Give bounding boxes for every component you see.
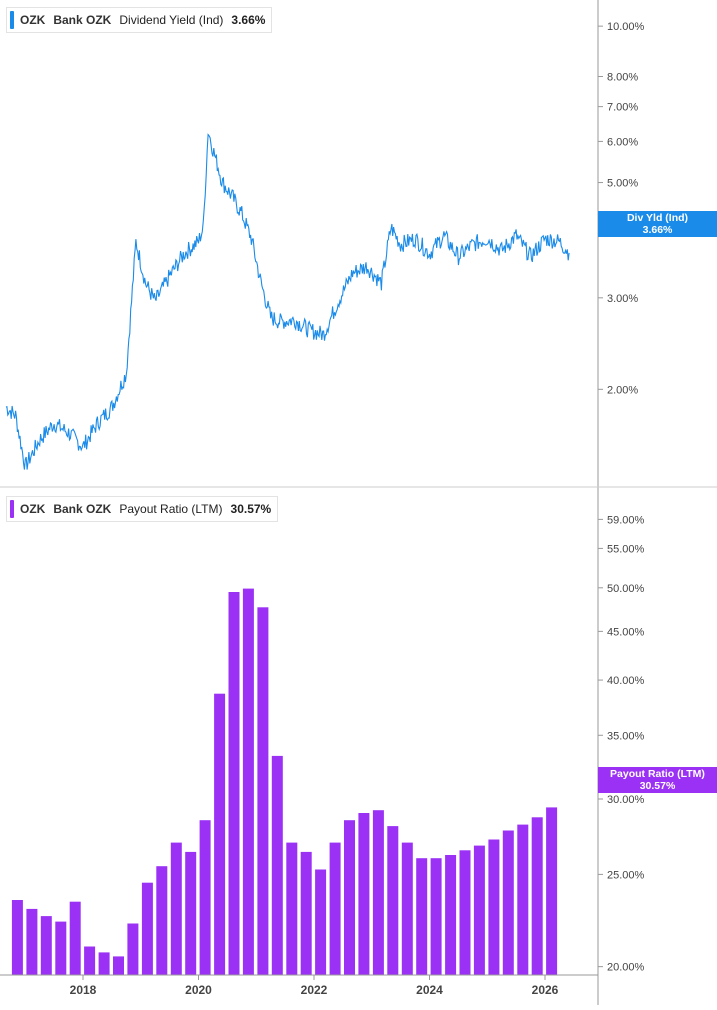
top-ytick-label: 3.00% — [607, 293, 638, 305]
payout-bar — [329, 842, 341, 975]
bottom-ytick-label: 35.00% — [607, 730, 645, 742]
top-legend-swatch — [10, 11, 14, 29]
top-ytick-label: 10.00% — [607, 21, 645, 33]
bottom-ytick-label: 50.00% — [607, 583, 645, 595]
top-y-axis: 10.00%8.00%7.00%6.00%5.00%4.00%3.00%2.00… — [598, 21, 645, 396]
payout-bar — [401, 842, 413, 975]
payout-bar — [315, 869, 327, 975]
payout-bar — [271, 755, 283, 975]
bottom-ytick-label: 25.00% — [607, 869, 645, 881]
top-end-label: Div Yld (Ind) 3.66% — [598, 211, 717, 237]
bottom-legend-metric: Payout Ratio (LTM) — [119, 502, 223, 516]
top-ytick-label: 8.00% — [607, 71, 638, 83]
payout-bar — [170, 842, 182, 975]
payout-bar — [84, 946, 96, 975]
top-end-label-line2: 3.66% — [642, 224, 673, 236]
payout-bar — [531, 817, 543, 975]
top-ytick-label: 7.00% — [607, 102, 638, 114]
xtick-label: 2020 — [185, 983, 212, 997]
top-line-layer — [5, 133, 570, 470]
payout-bar — [185, 851, 197, 975]
top-end-label-line1: Div Yld (Ind) — [626, 212, 689, 224]
payout-bar — [40, 916, 52, 975]
payout-bar — [488, 839, 500, 975]
bottom-legend-company: Bank OZK — [53, 502, 112, 516]
payout-bar — [358, 813, 370, 975]
payout-bar — [69, 901, 81, 975]
bottom-ytick-label: 45.00% — [607, 626, 645, 638]
payout-bar — [473, 845, 485, 975]
x-axis: 2018 2020 2022 2024 2026 — [0, 974, 598, 997]
payout-bar — [127, 923, 139, 975]
bottom-end-label: Payout Ratio (LTM) 30.57% — [598, 767, 717, 793]
top-legend-company: Bank OZK — [53, 13, 112, 27]
dividend-yield-line — [5, 133, 570, 470]
payout-bar — [372, 810, 384, 975]
payout-bar — [11, 900, 23, 975]
payout-bar — [26, 908, 38, 975]
payout-bar — [156, 866, 168, 975]
payout-bar — [416, 858, 428, 975]
bottom-legend-value: 30.57% — [230, 502, 272, 516]
xtick-label: 2026 — [532, 983, 559, 997]
top-ytick-label: 6.00% — [607, 136, 638, 148]
bottom-end-label-line2: 30.57% — [639, 780, 676, 792]
payout-bar — [228, 592, 240, 975]
payout-bar — [459, 850, 471, 975]
top-legend-metric: Dividend Yield (Ind) — [119, 13, 224, 27]
payout-bar — [445, 855, 457, 975]
top-ytick-label: 5.00% — [607, 178, 638, 190]
top-legend-value: 3.66% — [231, 13, 266, 27]
payout-bar — [55, 921, 67, 975]
bottom-y-axis: 59.00% 55.00% 50.00% 45.00% 40.00% 35.00% 30.0… — [598, 514, 645, 974]
payout-bar — [214, 693, 226, 975]
bars-layer — [11, 588, 558, 975]
bottom-ytick-label: 59.00% — [607, 514, 645, 526]
payout-bar — [300, 851, 312, 975]
xtick-label: 2022 — [301, 983, 328, 997]
top-legend[interactable]: OZK Bank OZK Dividend Yield (Ind) 3.66% — [6, 7, 273, 33]
bottom-ytick-label: 55.00% — [607, 543, 645, 555]
top-legend-ticker: OZK — [20, 13, 46, 27]
payout-bar — [199, 820, 211, 975]
bottom-ytick-label: 30.00% — [607, 794, 645, 806]
payout-bar — [141, 882, 153, 975]
payout-bar — [517, 824, 529, 975]
payout-bar — [502, 830, 514, 975]
payout-bar — [98, 952, 110, 975]
payout-bar — [257, 607, 269, 975]
payout-bar — [546, 807, 558, 975]
bottom-legend-ticker: OZK — [20, 502, 46, 516]
bottom-end-label-line1: Payout Ratio (LTM) — [610, 768, 705, 780]
payout-bar — [113, 956, 124, 975]
xtick-label: 2018 — [70, 983, 97, 997]
payout-bar — [344, 820, 355, 975]
xtick-label: 2024 — [416, 983, 443, 997]
bottom-legend[interactable]: OZK Bank OZK Payout Ratio (LTM) 30.57% — [6, 496, 279, 522]
payout-bar — [430, 858, 442, 975]
payout-bar — [286, 842, 298, 975]
payout-bar — [242, 588, 254, 975]
top-ytick-label: 2.00% — [607, 384, 638, 396]
bottom-ytick-label: 40.00% — [607, 675, 645, 687]
bottom-ytick-label: 20.00% — [607, 962, 645, 974]
payout-bar — [387, 826, 399, 975]
bottom-legend-swatch — [10, 500, 14, 518]
